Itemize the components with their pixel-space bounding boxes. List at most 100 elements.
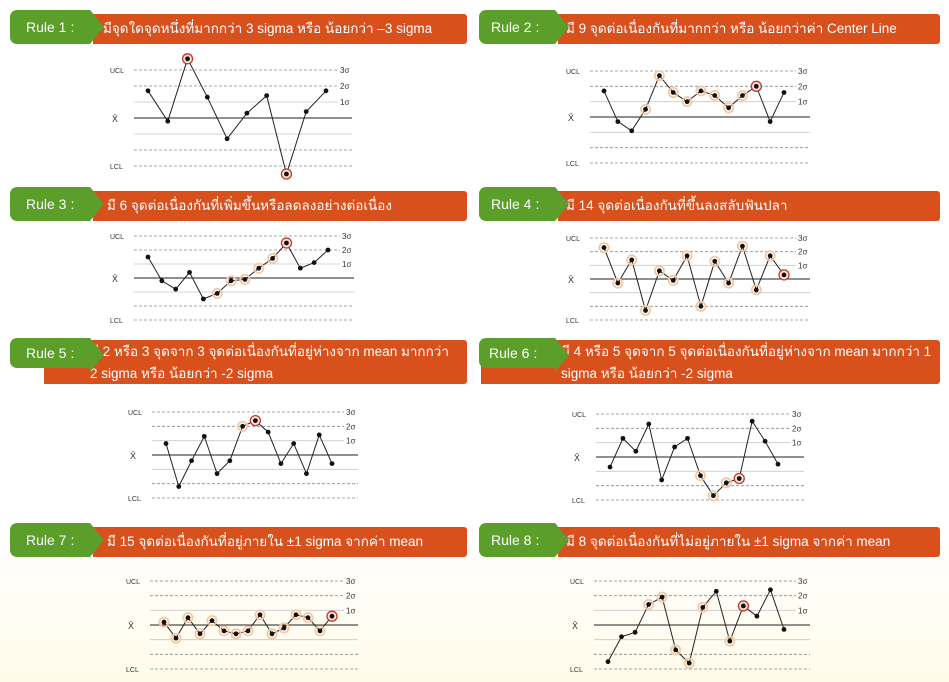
data-point xyxy=(269,631,275,637)
point-highlight xyxy=(314,625,326,637)
sigma-label: 3σ xyxy=(346,577,355,586)
sigma-label: 3σ xyxy=(342,232,351,241)
sigma-label: 3σ xyxy=(340,66,349,75)
rule-1-label: Rule 1 xyxy=(26,19,67,35)
ucl-label: UCL xyxy=(572,412,586,419)
data-point xyxy=(767,253,773,259)
data-point xyxy=(304,471,309,477)
point-highlight xyxy=(211,287,223,299)
rule-5-chart: 3σ 2σ 1σ UCL LCL X̄ xyxy=(128,408,358,503)
data-point xyxy=(700,605,706,610)
data-point xyxy=(214,291,220,296)
data-point xyxy=(329,613,335,619)
data-point xyxy=(615,119,621,124)
data-point xyxy=(753,287,759,293)
mean-label: X̄ xyxy=(130,451,136,461)
data-line xyxy=(165,420,333,488)
point-highlight xyxy=(237,420,249,432)
rule-5-tab: Rule 5: xyxy=(10,338,104,372)
data-point xyxy=(723,480,729,486)
data-point xyxy=(684,253,690,259)
data-point xyxy=(145,254,151,260)
ucl-label: UCL xyxy=(126,579,140,586)
data-point xyxy=(726,280,732,286)
data-point xyxy=(656,73,662,78)
data-point xyxy=(305,615,311,621)
data-point xyxy=(281,625,287,631)
point-highlight xyxy=(239,273,251,285)
data-point xyxy=(781,272,787,278)
data-point xyxy=(189,458,194,464)
data-point xyxy=(278,461,284,466)
ucl-label: UCL xyxy=(566,69,580,76)
data-point xyxy=(768,587,773,593)
point-highlight xyxy=(626,254,638,266)
point-highlight xyxy=(170,632,182,644)
sigma-label: 1σ xyxy=(798,606,807,615)
data-point xyxy=(775,461,781,467)
ucl-label: UCL xyxy=(566,236,580,243)
sigma-label: 3σ xyxy=(798,67,807,76)
point-highlight xyxy=(720,477,732,489)
point-highlight xyxy=(656,591,668,603)
point-highlight xyxy=(653,265,665,277)
sigma-label: 1σ xyxy=(342,260,351,269)
data-point xyxy=(656,268,662,274)
rule-2-label: Rule 2 xyxy=(491,19,532,35)
data-point xyxy=(173,286,179,292)
data-line xyxy=(609,419,779,497)
ucl-label: UCL xyxy=(110,234,124,241)
sigma-label: 3σ xyxy=(792,410,801,419)
rule-5-label: Rule 5 xyxy=(26,345,67,361)
data-point xyxy=(221,628,227,634)
data-line xyxy=(147,57,327,176)
data-point xyxy=(685,435,690,441)
rule-4-description: มี 14 จุดต่อเนื่องกันที่ขึ้นลงสลับฟันปลา xyxy=(558,191,940,221)
rule-7-tab: Rule 7: xyxy=(10,523,104,557)
rule-6-label: Rule 6 xyxy=(489,345,530,361)
data-point xyxy=(615,280,621,286)
data-point xyxy=(754,613,760,619)
data-point xyxy=(619,634,624,640)
point-highlight xyxy=(670,644,682,656)
data-point xyxy=(270,256,276,261)
mean-label: X̄ xyxy=(128,621,134,631)
data-point xyxy=(161,619,167,625)
data-point xyxy=(740,603,746,609)
point-highlight xyxy=(182,612,194,624)
rule-4-tab: Rule 4: xyxy=(479,187,569,221)
point-highlight xyxy=(278,622,290,634)
rule-4-label: Rule 4 xyxy=(491,196,532,212)
data-point xyxy=(698,473,703,479)
data-point xyxy=(712,93,718,98)
point-highlight xyxy=(723,102,735,114)
point-highlight xyxy=(681,250,693,262)
rule-4-chart: 3σ 2σ 1σ UCL LCL X̄ xyxy=(566,234,810,325)
rule-3-tab: Rule 3: xyxy=(10,187,104,221)
sigma-label: 2σ xyxy=(346,422,355,431)
lcl-label: LCL xyxy=(110,318,123,325)
data-point xyxy=(265,429,271,435)
sigma-label: 2σ xyxy=(798,82,807,91)
rule-1-tab: Rule 1: xyxy=(10,10,104,44)
data-point xyxy=(252,418,258,423)
point-highlight xyxy=(736,90,748,102)
rule-2-tab: Rule 2: xyxy=(479,10,569,44)
data-point xyxy=(605,659,611,665)
rule-7-chart: 3σ 2σ 1σ UCL LCL X̄ xyxy=(126,577,358,674)
data-point xyxy=(659,594,665,600)
data-point xyxy=(242,277,248,282)
data-point xyxy=(698,88,704,94)
rule-1-chart: 3σ 2σ 1σ UCL LCL X̄ xyxy=(110,53,352,180)
data-point xyxy=(228,278,234,284)
data-point xyxy=(165,118,171,124)
data-point xyxy=(257,612,263,618)
data-point xyxy=(227,458,233,464)
point-highlight xyxy=(598,242,610,254)
rule-3-description: มี 6 จุดต่อเนื่องกันที่เพิ่มขึ้นหรือลดลง… xyxy=(93,191,467,221)
data-point xyxy=(601,88,607,94)
mean-label: X̄ xyxy=(112,114,118,124)
rule-8-tab: Rule 8: xyxy=(479,523,569,557)
point-highlight xyxy=(640,103,652,115)
point-highlight xyxy=(194,628,206,640)
